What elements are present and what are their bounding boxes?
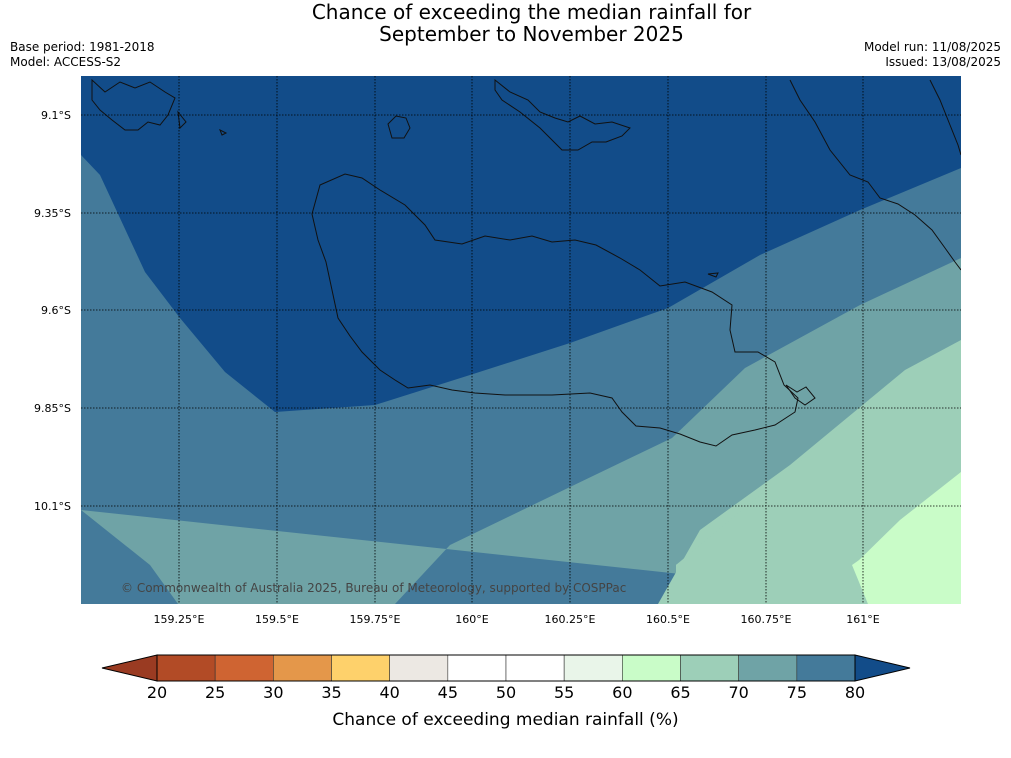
lat-label-9-35: 9.35°S bbox=[34, 207, 71, 220]
lon-label-160-75: 160.75°E bbox=[740, 613, 792, 626]
lon-label-159-75: 159.75°E bbox=[349, 613, 401, 626]
colorbar-label: Chance of exceeding median rainfall (%) bbox=[332, 710, 679, 730]
lon-label-159-5: 159.5°E bbox=[255, 613, 299, 626]
colorbar-tick-80: 80 bbox=[844, 683, 866, 702]
map-title-line1: Chance of exceeding the median rainfall … bbox=[311, 0, 752, 24]
colorbar-under-arrow bbox=[101, 654, 158, 682]
model-text: Model: ACCESS-S2 bbox=[10, 55, 122, 69]
lon-label-160: 160°E bbox=[455, 613, 489, 626]
lon-label-160-5: 160.5°E bbox=[646, 613, 690, 626]
model-run-text: Model run: 11/08/2025 bbox=[863, 40, 1001, 54]
zone-60-65-corner bbox=[854, 472, 961, 604]
base-period-text: Base period: 1981-2018 bbox=[10, 40, 155, 54]
colorbar-bin-7 bbox=[563, 654, 623, 682]
colorbar-bin-11 bbox=[796, 654, 856, 682]
colorbar-bin-4 bbox=[389, 654, 449, 682]
colorbar-tick-75: 75 bbox=[786, 683, 808, 702]
lon-label-160-25: 160.25°E bbox=[544, 613, 596, 626]
copyright-text: © Commonwealth of Australia 2025, Bureau… bbox=[121, 581, 626, 595]
colorbar-tick-45: 45 bbox=[437, 683, 459, 702]
colorbar-tick-30: 30 bbox=[263, 683, 284, 702]
colorbar-tick-60: 60 bbox=[612, 683, 633, 702]
colorbar-bin-9 bbox=[680, 654, 739, 682]
colorbar-bin-5 bbox=[447, 654, 507, 682]
colorbar-tick-50: 50 bbox=[495, 683, 517, 702]
lat-label-9-6: 9.6°S bbox=[41, 304, 71, 317]
colorbar-tick-20: 20 bbox=[146, 683, 168, 702]
graticule bbox=[81, 76, 961, 604]
colorbar-bin-10 bbox=[738, 654, 798, 682]
lon-label-161: 161°E bbox=[846, 613, 880, 626]
colorbar-bin-6 bbox=[505, 654, 565, 682]
colorbar-bin-1 bbox=[214, 654, 274, 682]
colorbar-bin-2 bbox=[273, 654, 332, 682]
map-title-line2: September to November 2025 bbox=[379, 22, 684, 46]
colorbar-tick-65: 65 bbox=[670, 683, 691, 702]
colorbar-bin-3 bbox=[331, 654, 390, 682]
colorbar-bin-8 bbox=[622, 654, 681, 682]
colorbar-tick-25: 25 bbox=[204, 683, 226, 702]
lat-label-9-85: 9.85°S bbox=[34, 402, 71, 415]
lon-label-159-25: 159.25°E bbox=[153, 613, 205, 626]
colorbar-tick-40: 40 bbox=[379, 683, 400, 702]
colorbar-tick-55: 55 bbox=[553, 683, 575, 702]
lat-label-10-1: 10.1°S bbox=[34, 500, 71, 513]
issued-text: Issued: 13/08/2025 bbox=[885, 55, 1001, 69]
colorbar-tick-35: 35 bbox=[321, 683, 342, 702]
colorbar-bin-0 bbox=[156, 654, 216, 682]
colorbar-tick-70: 70 bbox=[728, 683, 749, 702]
colorbar-over-arrow bbox=[854, 654, 911, 682]
lat-label-9-1: 9.1°S bbox=[41, 109, 71, 122]
